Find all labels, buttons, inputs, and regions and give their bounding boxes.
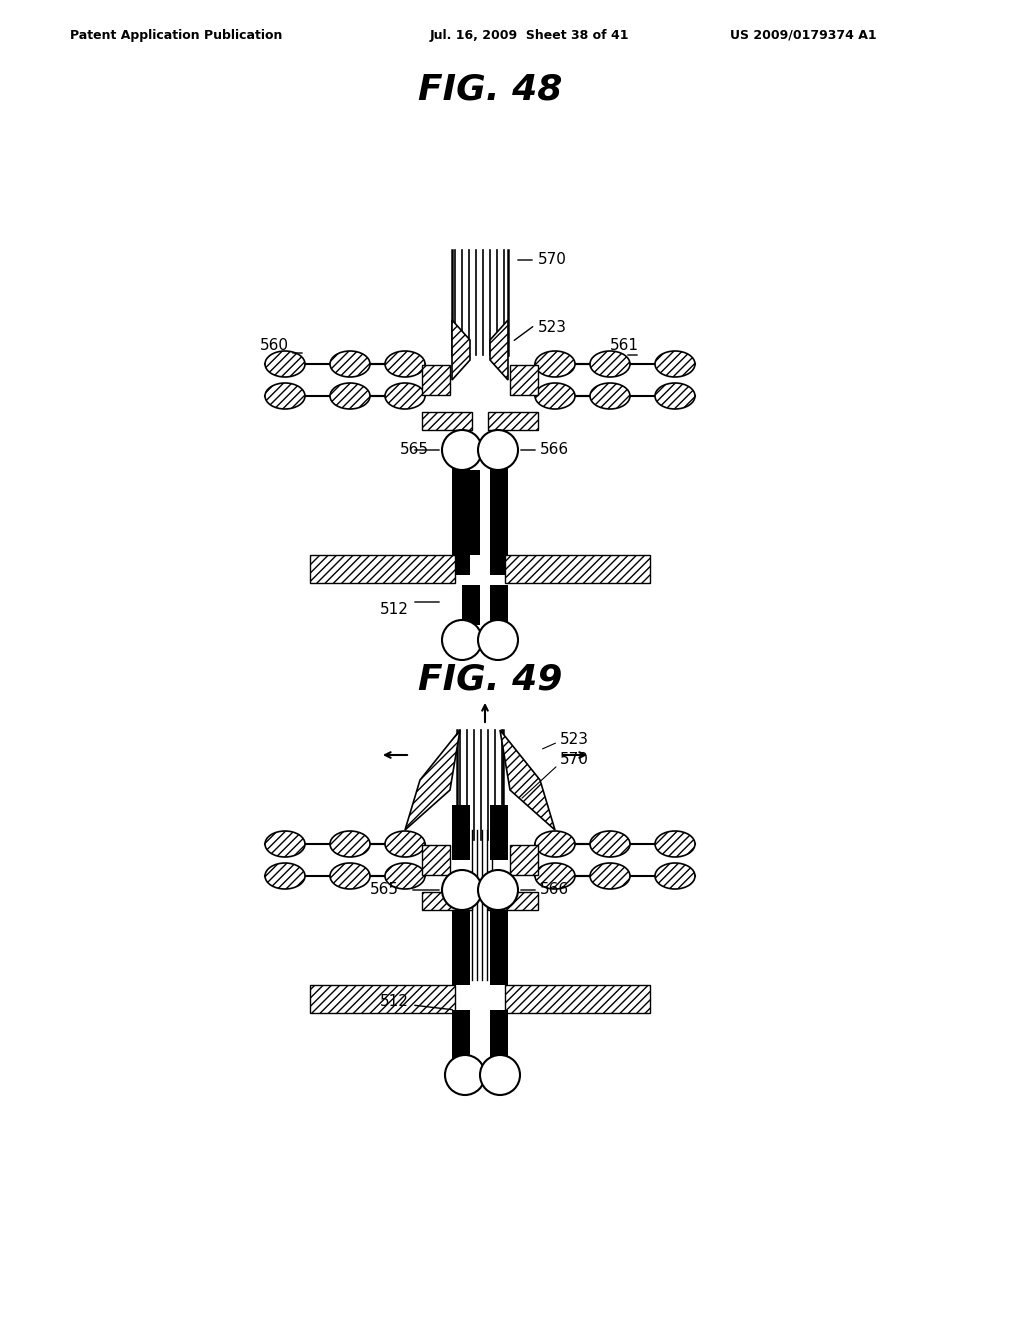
Ellipse shape — [590, 832, 630, 857]
Text: FIG. 49: FIG. 49 — [418, 663, 562, 697]
Ellipse shape — [265, 351, 305, 378]
Circle shape — [478, 430, 518, 470]
Text: 566: 566 — [540, 442, 569, 458]
Circle shape — [478, 870, 518, 909]
Bar — [510, 845, 538, 875]
Ellipse shape — [655, 832, 695, 857]
Ellipse shape — [590, 351, 630, 378]
Bar — [452, 445, 470, 576]
Ellipse shape — [535, 383, 575, 409]
Polygon shape — [490, 319, 508, 380]
Ellipse shape — [330, 351, 370, 378]
Circle shape — [442, 620, 482, 660]
Text: 523: 523 — [560, 733, 589, 747]
Text: 570: 570 — [560, 752, 589, 767]
Text: 560: 560 — [260, 338, 289, 352]
Text: Patent Application Publication: Patent Application Publication — [70, 29, 283, 41]
Text: 570: 570 — [538, 252, 567, 268]
Ellipse shape — [385, 351, 425, 378]
Ellipse shape — [385, 383, 425, 409]
Ellipse shape — [330, 383, 370, 409]
Circle shape — [478, 620, 518, 660]
Ellipse shape — [385, 832, 425, 857]
Ellipse shape — [265, 383, 305, 409]
Bar — [490, 909, 508, 985]
Bar — [490, 445, 508, 576]
Bar — [452, 805, 470, 861]
Circle shape — [442, 870, 482, 909]
Text: 565: 565 — [370, 883, 399, 898]
Bar — [490, 470, 508, 554]
Bar — [490, 585, 508, 624]
Bar — [505, 554, 650, 583]
Polygon shape — [452, 319, 470, 380]
Text: Jul. 16, 2009  Sheet 38 of 41: Jul. 16, 2009 Sheet 38 of 41 — [430, 29, 630, 41]
Text: 512: 512 — [380, 602, 409, 618]
Text: 566: 566 — [540, 883, 569, 898]
Ellipse shape — [535, 863, 575, 888]
Circle shape — [442, 430, 482, 470]
Bar — [452, 909, 470, 985]
Ellipse shape — [535, 351, 575, 378]
Bar — [310, 554, 455, 583]
Ellipse shape — [590, 863, 630, 888]
Bar — [310, 985, 455, 1012]
Ellipse shape — [330, 863, 370, 888]
Bar — [462, 470, 480, 554]
Polygon shape — [500, 730, 555, 830]
Ellipse shape — [655, 351, 695, 378]
Bar — [488, 892, 538, 909]
Bar — [505, 985, 650, 1012]
Ellipse shape — [655, 863, 695, 888]
Bar — [422, 366, 450, 395]
Bar — [422, 412, 472, 430]
Ellipse shape — [655, 383, 695, 409]
Circle shape — [480, 1055, 520, 1096]
Ellipse shape — [590, 383, 630, 409]
Bar — [490, 805, 508, 861]
Ellipse shape — [535, 832, 575, 857]
Bar — [490, 1010, 508, 1065]
Text: 523: 523 — [538, 319, 567, 334]
Bar — [488, 412, 538, 430]
Bar — [452, 1010, 470, 1065]
Text: 512: 512 — [380, 994, 409, 1010]
Text: US 2009/0179374 A1: US 2009/0179374 A1 — [730, 29, 877, 41]
Polygon shape — [406, 730, 460, 830]
Text: 565: 565 — [400, 442, 429, 458]
Bar — [510, 366, 538, 395]
Ellipse shape — [265, 832, 305, 857]
Bar — [422, 892, 472, 909]
Text: FIG. 48: FIG. 48 — [418, 73, 562, 107]
Ellipse shape — [330, 832, 370, 857]
Circle shape — [445, 1055, 485, 1096]
Bar — [422, 845, 450, 875]
Bar — [462, 585, 480, 624]
Ellipse shape — [265, 863, 305, 888]
Ellipse shape — [385, 863, 425, 888]
Text: 561: 561 — [610, 338, 639, 352]
